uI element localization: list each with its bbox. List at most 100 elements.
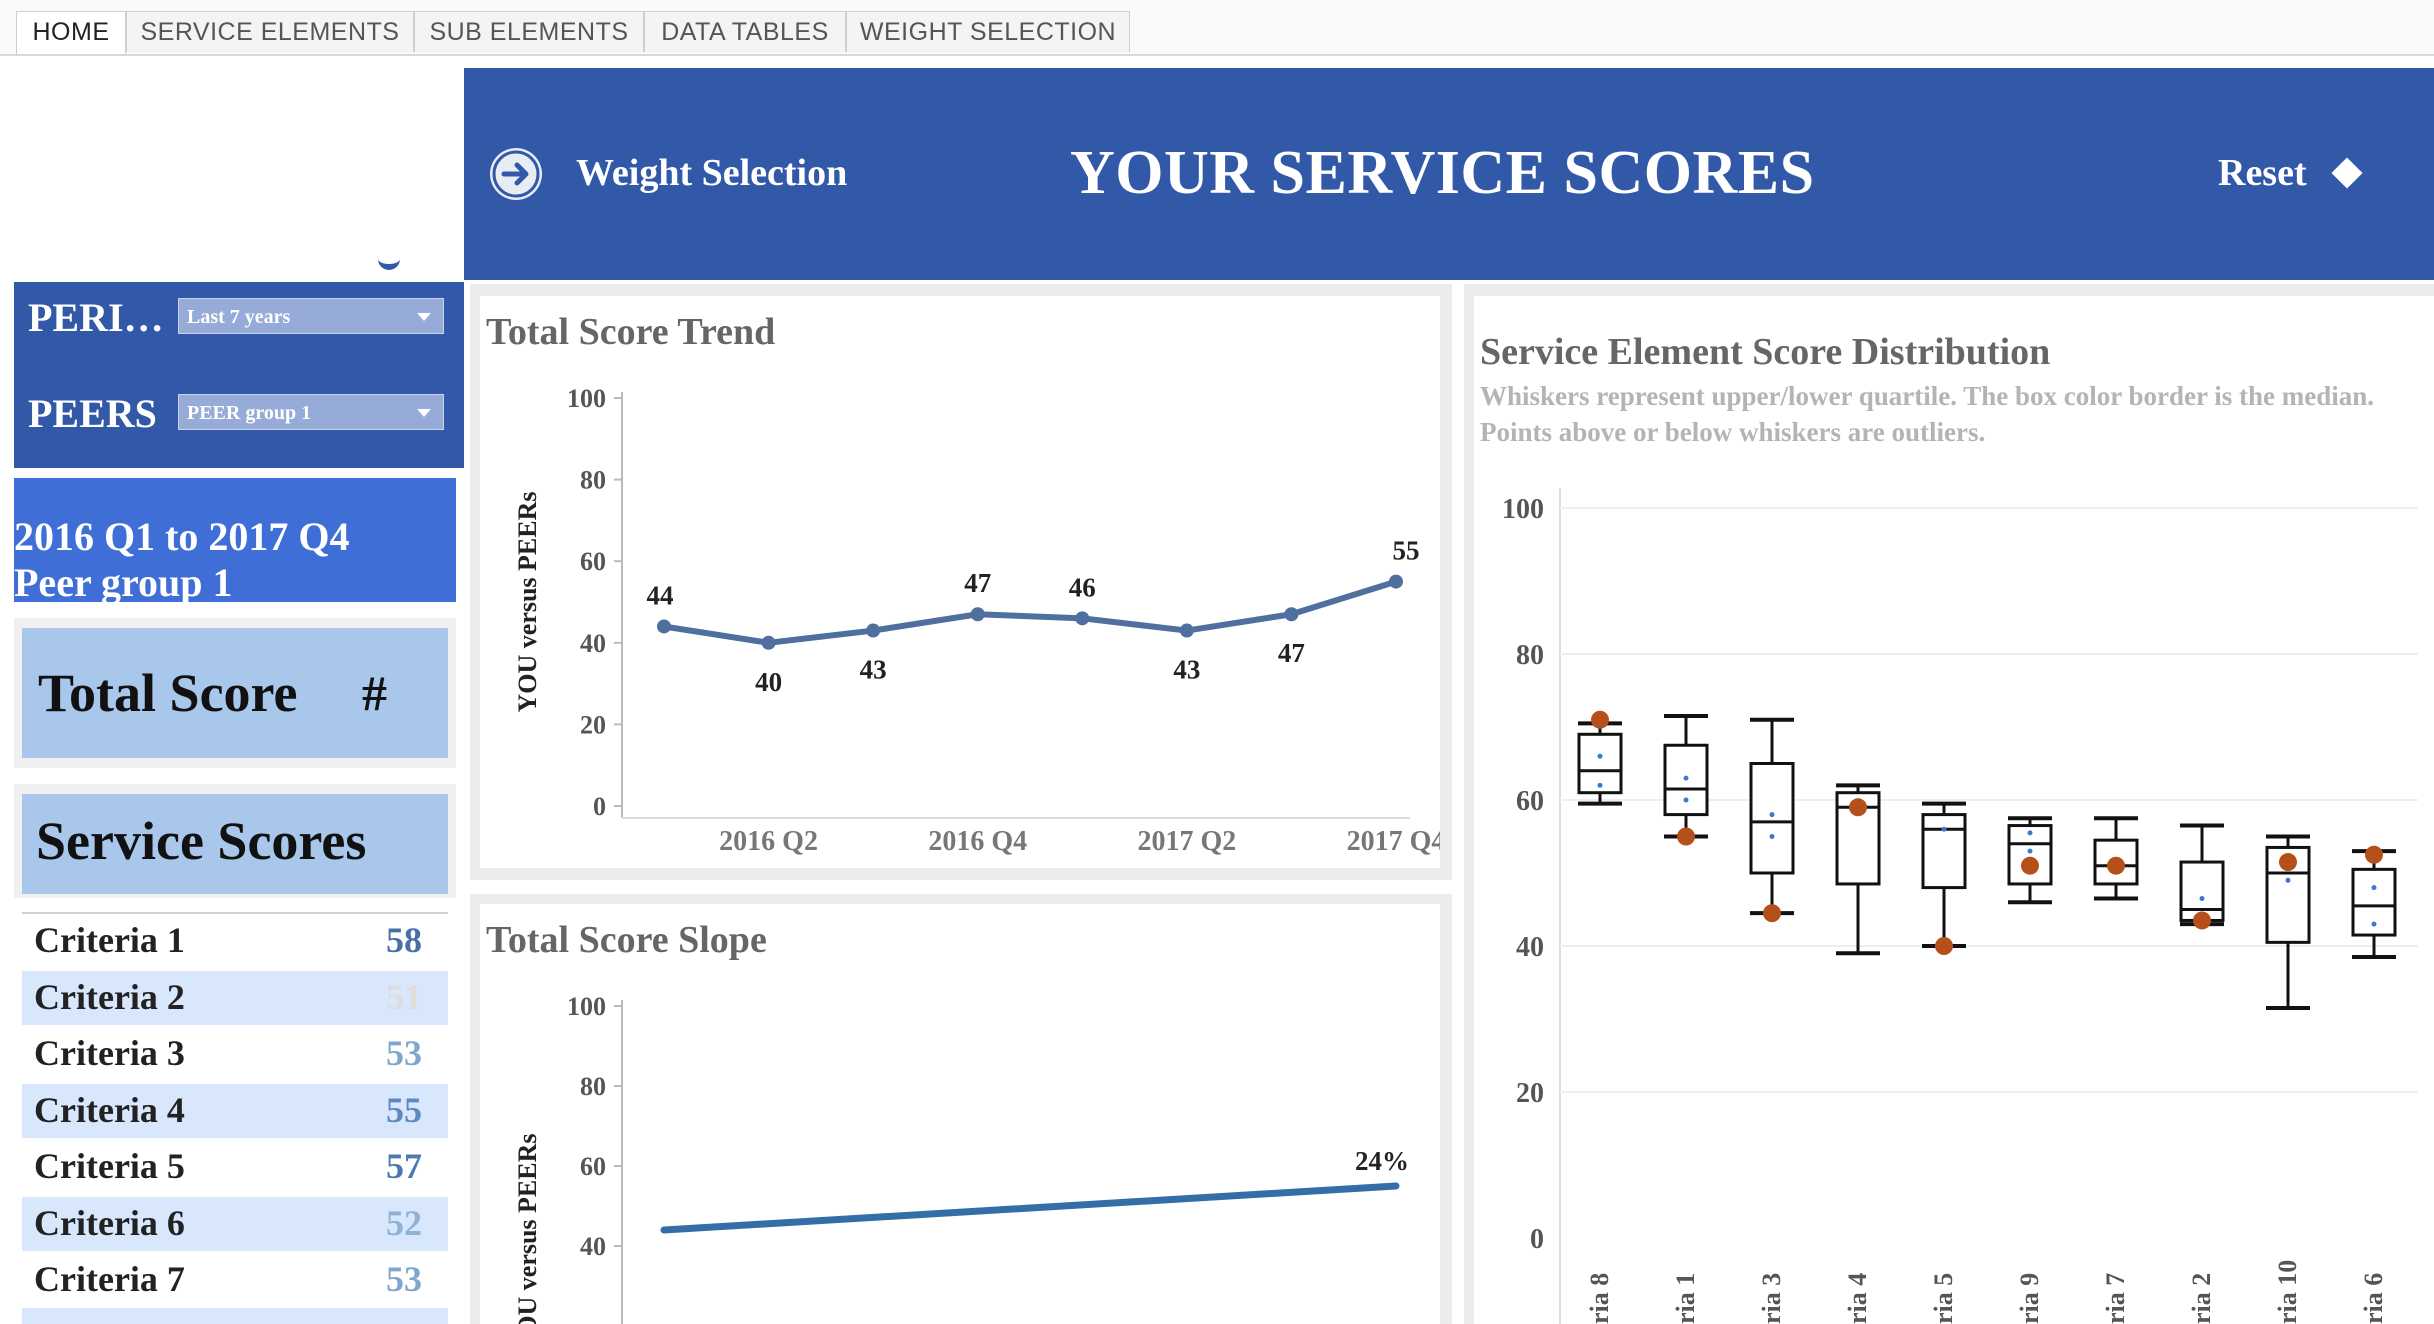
criteria-label: Criteria 6 [34, 1202, 185, 1243]
mean-dot [2027, 848, 2033, 854]
y-tick-label: 100 [1502, 494, 1544, 525]
y-tick-label: 0 [1530, 1224, 1544, 1255]
reset-button[interactable]: Reset [2218, 152, 2307, 194]
y-tick-label: 80 [1516, 640, 1544, 671]
y-axis-label: YOU versus PEERs [513, 1133, 542, 1324]
list-item[interactable]: Criteria 4 55 [22, 1083, 448, 1138]
slope-annotation: 24% [1355, 1146, 1409, 1176]
x-tick-label: 2017 Q2 [1137, 826, 1236, 857]
outlier-point [2021, 856, 2039, 875]
tab-weight-selection[interactable]: WEIGHT SELECTION [846, 11, 1130, 52]
data-point [866, 623, 881, 638]
service-scores-header: Service Scores [22, 794, 448, 894]
distribution-subtitle: Whiskers represent upper/lower quartile.… [1480, 381, 2375, 447]
data-label: 44 [647, 580, 674, 610]
data-label: 55 [1393, 536, 1420, 566]
trend-panel: Total Score Trend 0 20 40 60 80 100 YOU versus… [480, 296, 1440, 868]
criteria-label: Criteria 4 [34, 1089, 185, 1130]
mean-dot [1597, 753, 1603, 759]
data-label: 43 [1173, 655, 1200, 685]
y-tick-label: 100 [567, 384, 606, 413]
list-item[interactable]: Criteria 7 53 [22, 1253, 448, 1307]
criteria-score: 51 [386, 976, 422, 1017]
outlier-point [1763, 904, 1781, 923]
distribution-title: Service Element Score Distribution [1480, 331, 2051, 373]
mean-dot [1941, 826, 1947, 832]
list-item[interactable]: Criteria 5 57 [22, 1140, 448, 1194]
y-tick-label: 40 [1516, 932, 1544, 963]
tab-service-elements[interactable]: SERVICE ELEMENTS [126, 11, 414, 52]
data-label: 47 [964, 568, 991, 598]
period-label: PERI… [28, 295, 164, 340]
criteria-score: 53 [386, 1033, 422, 1073]
box [1921, 813, 1967, 890]
mean-dot [1769, 834, 1775, 839]
total-score-box: Total Score # [22, 628, 448, 758]
data-point [761, 635, 776, 650]
outlier-point [1677, 827, 1695, 846]
distribution-panel: Service Element Score Distribution Whisk… [1474, 296, 2434, 1324]
outlier-point [1849, 798, 1867, 817]
slope-panel: Total Score Slope 40 60 80 100 YOU versus PE… [480, 904, 1440, 1324]
x-tick-label: ria 8 [1585, 1273, 1614, 1324]
mean-dot [1769, 812, 1775, 818]
y-tick-label: 80 [580, 466, 606, 495]
y-tick-label: 20 [1516, 1078, 1544, 1109]
selection-group: Peer group 1 [14, 560, 233, 602]
x-tick-label: 2016 Q4 [928, 826, 1027, 857]
weight-selection-link[interactable]: Weight Selection [576, 152, 848, 194]
criteria-score: 52 [386, 1202, 422, 1243]
data-label: 46 [1069, 572, 1096, 602]
y-tick-label: 60 [580, 547, 606, 576]
selection-summary: 2016 Q1 to 2017 Q4 Peer group 1 [14, 478, 456, 602]
x-tick-label: ria 1 [1671, 1273, 1700, 1324]
distribution-chart: 0 20 40 60 80 100 ria 8 ria 1 ria 3 ria 4 ria 5 ria… [1502, 488, 2418, 1324]
list-item[interactable]: Criteria 2 51 [22, 970, 448, 1025]
tab-bar: HOME SERVICE ELEMENTS SUB ELEMENTS DATA … [0, 0, 2434, 56]
list-item[interactable]: Criteria 3 53 [22, 1027, 448, 1081]
period-dropdown[interactable]: Last 7 years [178, 298, 444, 334]
y-tick-label: 40 [580, 629, 606, 658]
criteria-label: Criteria 5 [34, 1146, 185, 1186]
y-tick-label: 60 [580, 1152, 606, 1181]
x-tick-label: ria 5 [1929, 1273, 1958, 1324]
slope-chart: 40 60 80 100 YOU versus PEERs 24% [513, 992, 1409, 1324]
data-label: 40 [755, 667, 782, 697]
tab-home[interactable]: HOME [16, 11, 126, 54]
total-score-label: Total Score [38, 663, 298, 723]
list-item[interactable]: Criteria 6 52 [22, 1196, 448, 1251]
criteria-label: Criteria 3 [34, 1033, 185, 1073]
y-tick-label: 40 [580, 1232, 606, 1261]
mean-dot [2371, 885, 2377, 891]
x-tick-label: ria 6 [2359, 1273, 2388, 1324]
y-tick-label: 60 [1516, 786, 1544, 817]
tab-data-tables[interactable]: DATA TABLES [644, 11, 846, 52]
y-tick-label: 20 [580, 710, 606, 739]
series-line [663, 578, 1397, 646]
arrow-right-circle-icon[interactable] [490, 148, 542, 200]
tab-sub-elements[interactable]: SUB ELEMENTS [414, 11, 644, 52]
peers-dropdown[interactable]: PEER group 1 [178, 394, 444, 430]
mean-dot [2027, 830, 2033, 836]
x-tick-label: ria 3 [1757, 1273, 1786, 1324]
criteria-score: 58 [386, 920, 422, 960]
criteria-score: 55 [386, 1089, 422, 1130]
x-tick-label: ria 2 [2187, 1273, 2216, 1324]
logo-icon [378, 252, 400, 270]
header-banner [464, 68, 2434, 280]
box [1577, 732, 1623, 795]
box [1749, 762, 1795, 875]
outlier-point [2365, 845, 2383, 864]
box [2093, 838, 2139, 886]
x-tick-label: ria 7 [2101, 1273, 2130, 1324]
service-scores-title: Service Scores [36, 811, 367, 871]
list-item[interactable]: Criteria 1 58 [22, 914, 448, 968]
y-tick-label: 80 [580, 1072, 606, 1101]
criteria-label: Criteria 2 [34, 976, 185, 1017]
divider [22, 912, 448, 914]
data-point [1389, 574, 1403, 589]
criteria-label: Criteria 7 [34, 1259, 185, 1299]
x-tick-label: 2017 Q4 [1347, 826, 1440, 857]
y-axis-label: YOU versus PEERs [513, 491, 542, 712]
mean-dot [2371, 921, 2377, 927]
